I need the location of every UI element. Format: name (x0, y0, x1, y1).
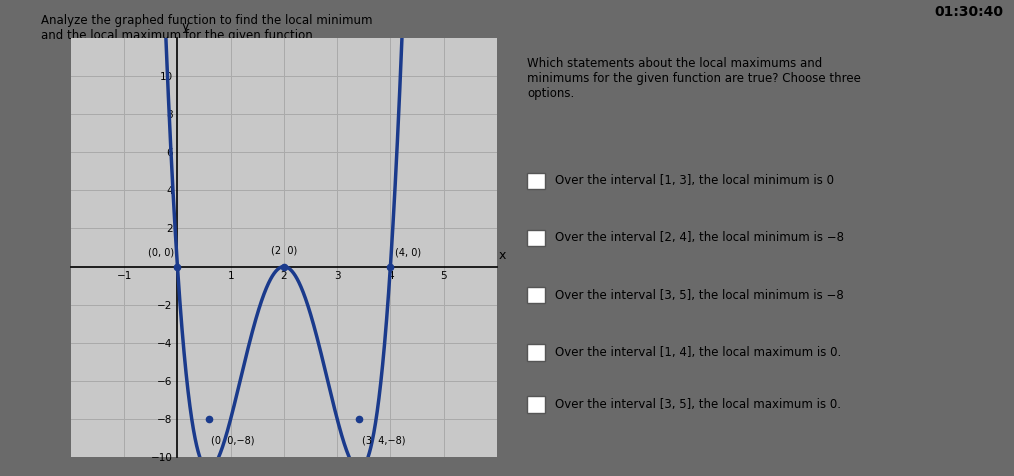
Text: Over the interval [3, 5], the local maximum is 0.: Over the interval [3, 5], the local maxi… (556, 398, 842, 411)
Text: 01:30:40: 01:30:40 (935, 5, 1004, 19)
Bar (527, 172, 546, 189)
Text: (0, 0): (0, 0) (148, 247, 174, 257)
Text: (3 4,−8): (3 4,−8) (362, 436, 406, 446)
Text: (0 0,−8): (0 0,−8) (211, 436, 255, 446)
Text: Analyze the graphed function to find the local minimum
and the local maximum for: Analyze the graphed function to find the… (41, 14, 372, 42)
Text: Which statements about the local maximums and
minimums for the given function ar: Which statements about the local maximum… (527, 57, 861, 100)
Bar (527, 344, 546, 361)
Bar (527, 287, 546, 304)
Text: (2 0): (2 0) (271, 245, 297, 255)
Text: Over the interval [1, 4], the local maximum is 0.: Over the interval [1, 4], the local maxi… (556, 346, 842, 359)
Bar (527, 396, 546, 413)
Text: x: x (499, 249, 506, 262)
Text: (4, 0): (4, 0) (394, 247, 421, 257)
Bar (527, 230, 546, 247)
Text: Over the interval [1, 3], the local minimum is 0: Over the interval [1, 3], the local mini… (556, 174, 835, 188)
Text: Over the interval [2, 4], the local minimum is −8: Over the interval [2, 4], the local mini… (556, 231, 845, 245)
Text: y: y (182, 20, 190, 33)
Text: Over the interval [3, 5], the local minimum is −8: Over the interval [3, 5], the local mini… (556, 288, 844, 302)
